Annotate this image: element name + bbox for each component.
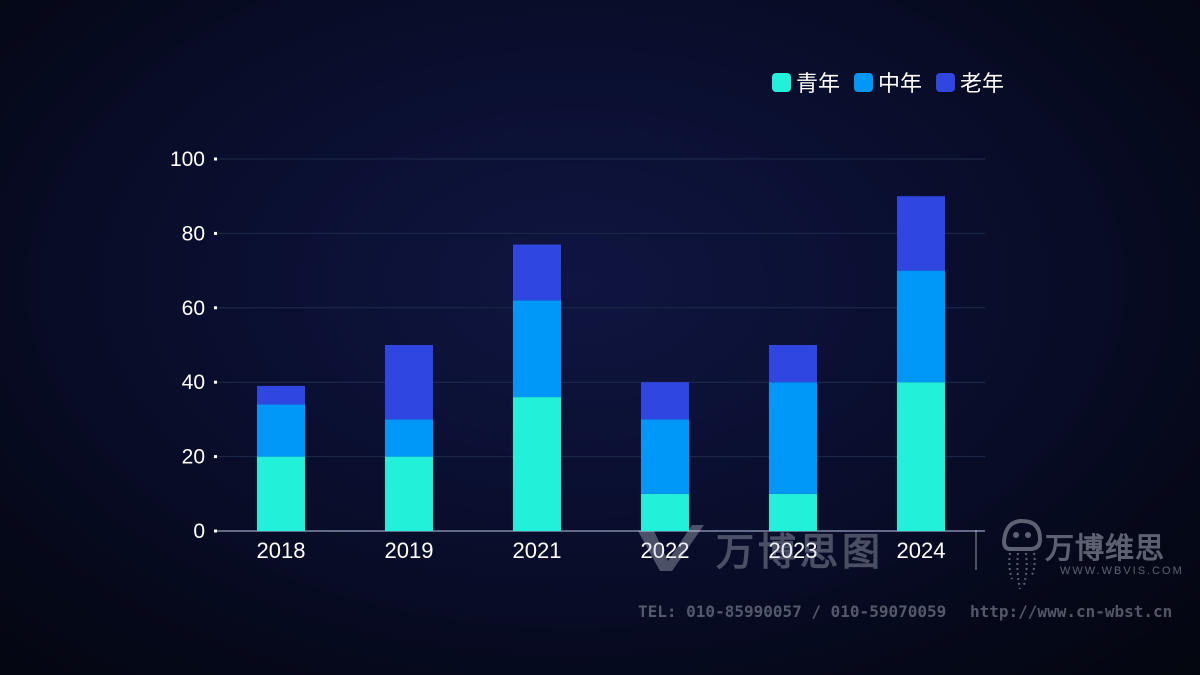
y-tick-label-60: 60: [182, 297, 205, 320]
y-tick-mark-0: [214, 529, 217, 533]
bar-2024-series-1: [897, 270, 945, 383]
x-tick-label-2022: 2022: [641, 538, 690, 563]
x-tick-label-2021: 2021: [513, 538, 562, 563]
bar-2024-series-0: [897, 382, 945, 531]
legend-swatch-middle: [854, 72, 874, 92]
bar-2023-series-0: [769, 493, 817, 531]
y-tick-label-0: 0: [193, 520, 205, 543]
legend-item-middle[interactable]: 中年: [854, 66, 922, 98]
bar-2022-series-2: [641, 382, 689, 420]
y-tick-label-40: 40: [182, 371, 205, 394]
bar-2018-series-1: [257, 404, 305, 457]
legend-label-middle: 中年: [878, 72, 923, 97]
legend-item-youth[interactable]: 青年: [772, 66, 840, 98]
y-tick-label-100: 100: [170, 148, 205, 171]
legend-swatch-youth: [772, 72, 791, 92]
x-tick-label-2019: 2019: [385, 538, 434, 563]
bar-2023-series-2: [769, 345, 817, 383]
legend-swatch-elder: [936, 72, 956, 92]
y-tick-label-80: 80: [182, 222, 205, 245]
bar-2019-series-2: [385, 345, 433, 420]
bar-2023-series-1: [769, 382, 817, 494]
bar-2021-series-2: [513, 244, 561, 301]
y-tick-mark-60: [214, 306, 217, 310]
y-tick-mark-20: [214, 455, 217, 459]
y-tick-label-20: 20: [182, 446, 205, 469]
bar-2024-series-2: [897, 196, 945, 271]
bar-2021-series-0: [513, 397, 561, 531]
y-tick-mark-40: [214, 380, 217, 384]
x-tick-label-2018: 2018: [257, 538, 306, 563]
chart-legend: 青年 中年 老年: [772, 66, 1004, 98]
legend-label-elder: 老年: [960, 72, 1005, 97]
bar-2022-series-0: [641, 493, 689, 531]
y-tick-mark-80: [214, 231, 217, 235]
bar-2019-series-1: [385, 419, 433, 457]
bar-2021-series-1: [513, 300, 561, 398]
y-tick-mark-100: [214, 157, 217, 161]
bar-2019-series-0: [385, 456, 433, 531]
x-tick-label-2023: 2023: [769, 538, 818, 563]
legend-label-youth: 青年: [796, 72, 841, 97]
x-tick-label-2024: 2024: [897, 538, 946, 563]
bar-2018-series-2: [257, 385, 305, 405]
legend-item-elder[interactable]: 老年: [936, 66, 1004, 98]
bar-2018-series-0: [257, 456, 305, 531]
bar-2022-series-1: [641, 419, 689, 494]
